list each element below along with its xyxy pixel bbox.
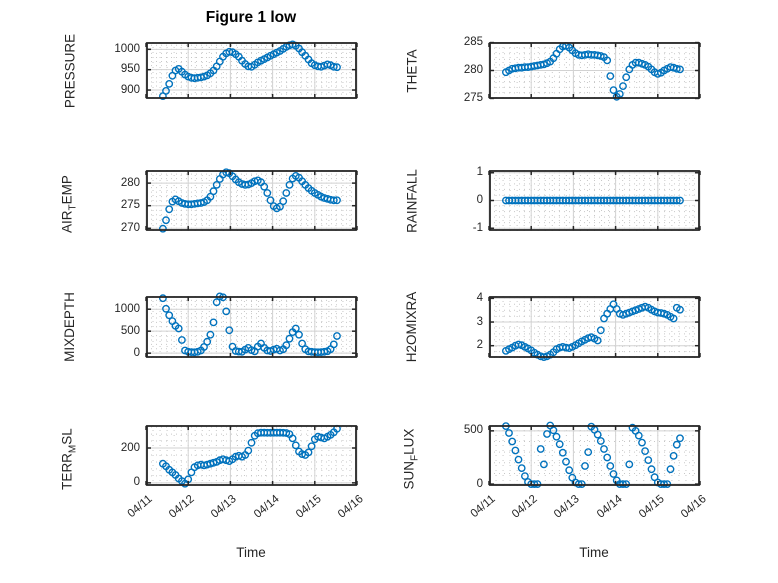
scatter-series-sun-flux [501, 421, 684, 488]
tick-marks-terr-msl [145, 426, 358, 485]
y-axis-label-sun-flux: SUNFLUX [401, 428, 420, 489]
subplot-theta [488, 41, 701, 101]
axes-box-terr-msl [146, 425, 357, 486]
y-tick-label-rainfall: 0 [476, 194, 483, 206]
plot-area-sun-flux [488, 421, 701, 488]
axes-box-sun-flux [489, 425, 700, 486]
scatter-series-rainfall [501, 196, 684, 205]
y-tick-label-terr-msl: 0 [133, 476, 140, 489]
subplot-pressure [145, 40, 358, 100]
axes-box-mixdepth [146, 296, 357, 358]
subplot-mixdepth [145, 292, 358, 359]
scatter-series-air-temp [158, 168, 341, 233]
scatter-series-h2omixra [501, 300, 684, 361]
tick-marks-mixdepth [145, 297, 358, 357]
tick-marks-air-temp [145, 171, 358, 230]
y-axis-label-terr-msl: TERRMSL [59, 427, 78, 490]
y-tick-label-mixdepth: 0 [133, 346, 140, 359]
scatter-series-theta [501, 42, 684, 101]
axes-box-air-temp [146, 170, 357, 231]
y-axis-label-rainfall: RAINFALL [404, 168, 419, 233]
y-tick-label-theta: 285 [463, 36, 483, 49]
x-axis-label-left: Time [236, 545, 266, 560]
figure-title: Figure 1 low [205, 9, 297, 26]
y-tick-label-air-temp: 275 [120, 199, 140, 212]
subplot-h2omixra [488, 296, 701, 361]
scatter-series-terr-msl [158, 424, 341, 488]
axes-box-pressure [146, 42, 357, 99]
plot-area-rainfall [488, 170, 701, 231]
plot-area-terr-msl [145, 424, 358, 488]
y-tick-label-rainfall: 1 [476, 166, 483, 179]
y-tick-label-theta: 275 [463, 91, 483, 104]
plot-area-mixdepth [145, 292, 358, 359]
y-tick-label-mixdepth: 1000 [114, 302, 140, 315]
y-axis-label-h2omixra: H2OMIXRA [404, 291, 419, 363]
y-tick-label-h2omixra: 3 [476, 315, 483, 328]
y-tick-label-sun-flux: 500 [463, 424, 483, 437]
y-axis-label-air-temp: AIRTEMP [59, 174, 78, 233]
plot-area-air-temp [145, 168, 358, 233]
y-tick-label-pressure: 950 [120, 63, 140, 76]
y-tick-label-terr-msl: 200 [120, 441, 140, 454]
y-axis-label-theta: THETA [404, 48, 419, 93]
y-tick-label-rainfall: -1 [472, 221, 483, 234]
y-tick-label-pressure: 900 [120, 83, 140, 96]
y-tick-label-mixdepth: 500 [120, 324, 140, 337]
y-tick-label-sun-flux: 0 [476, 477, 483, 490]
y-tick-label-h2omixra: 4 [476, 291, 483, 304]
tick-marks-sun-flux [488, 426, 701, 485]
tick-marks-h2omixra [488, 297, 701, 357]
plot-area-h2omixra [488, 296, 701, 361]
y-tick-label-theta: 280 [463, 64, 483, 76]
subplot-rainfall [488, 170, 701, 231]
y-tick-label-air-temp: 280 [120, 176, 140, 189]
tick-marks-theta [488, 41, 701, 100]
subplot-sun-flux [488, 421, 701, 488]
subplot-terr-msl [145, 424, 358, 488]
plot-area-theta [488, 41, 701, 101]
y-tick-label-pressure: 1000 [114, 42, 140, 55]
tick-marks-rainfall [488, 171, 701, 230]
x-axis-label-right: Time [579, 545, 609, 560]
axes-box-h2omixra [489, 296, 700, 358]
subplot-air-temp [145, 168, 358, 233]
tick-marks-pressure [145, 43, 358, 98]
plot-area-pressure [145, 40, 358, 100]
scatter-series-pressure [158, 40, 341, 100]
y-tick-label-air-temp: 270 [120, 221, 140, 234]
scatter-series-mixdepth [158, 292, 341, 357]
y-tick-label-h2omixra: 2 [476, 339, 483, 352]
y-axis-label-mixdepth: MIXDEPTH [62, 292, 77, 362]
y-axis-label-pressure: PRESSURE [62, 33, 77, 108]
